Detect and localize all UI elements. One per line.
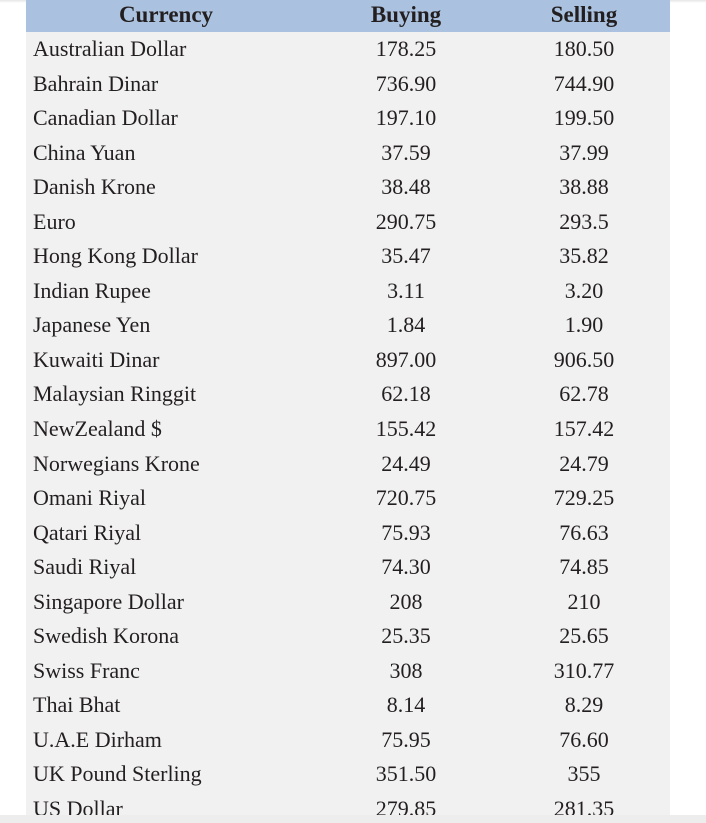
selling-rate: 62.78 [559, 381, 609, 407]
table-row: US Dollar 279.85 281.35 [26, 792, 670, 815]
currency-name: Canadian Dollar [33, 105, 178, 131]
buying-rate: 279.85 [375, 796, 437, 815]
selling-rate: 38.88 [559, 174, 609, 200]
currency-rates-table: Currency Buying Selling Australian Dolla… [26, 0, 670, 815]
selling-rate: 293.5 [559, 208, 609, 234]
selling-rate: 310.77 [553, 657, 615, 683]
table-row: UK Pound Sterling 351.50 355 [26, 757, 670, 792]
selling-rate: 281.35 [553, 796, 615, 815]
currency-name: Hong Kong Dollar [33, 243, 198, 269]
currency-name: Thai Bhat [33, 692, 121, 718]
buying-rate: 720.75 [375, 485, 437, 511]
currency-name: Euro [33, 208, 76, 234]
buying-rate: 351.50 [375, 761, 437, 787]
selling-rate: 35.82 [559, 243, 609, 269]
table-row: Swedish Korona 25.35 25.65 [26, 619, 670, 654]
table-row: Australian Dollar 178.25 180.50 [26, 32, 670, 67]
table-header: Currency Buying Selling [26, 0, 670, 32]
table-row: Euro 290.75 293.5 [26, 205, 670, 240]
currency-name: Qatari Riyal [33, 519, 142, 545]
selling-rate: 157.42 [553, 416, 615, 442]
currency-name: Malaysian Ringgit [33, 381, 197, 407]
buying-rate: 8.14 [386, 692, 426, 718]
currency-name: Australian Dollar [33, 36, 187, 61]
selling-rate: 74.85 [559, 554, 609, 580]
buying-rate: 736.90 [375, 70, 437, 96]
buying-rate: 25.35 [381, 623, 431, 649]
selling-rate: 210 [567, 588, 601, 614]
currency-name: Norwegians Krone [33, 450, 200, 476]
selling-rate: 355 [567, 761, 601, 787]
table-row: Danish Krone 38.48 38.88 [26, 170, 670, 205]
selling-rate: 24.79 [559, 450, 609, 476]
table-row: Saudi Riyal 74.30 74.85 [26, 550, 670, 585]
buying-rate: 290.75 [375, 208, 437, 234]
buying-rate: 308 [389, 657, 423, 683]
currency-name: Indian Rupee [33, 277, 151, 303]
table-row: Canadian Dollar 197.10 199.50 [26, 101, 670, 136]
currency-name: Swiss Franc [33, 657, 140, 683]
selling-rate: 744.90 [553, 70, 615, 96]
buying-rate: 75.93 [381, 519, 431, 545]
buying-rate: 35.47 [381, 243, 431, 269]
currency-name: Danish Krone [33, 174, 156, 200]
selling-rate: 76.60 [559, 726, 609, 752]
table-row: Hong Kong Dollar 35.47 35.82 [26, 239, 670, 274]
buying-rate: 24.49 [381, 450, 431, 476]
table-row: NewZealand $ 155.42 157.42 [26, 412, 670, 447]
table-row: Kuwaiti Dinar 897.00 906.50 [26, 343, 670, 378]
table-row: Bahrain Dinar 736.90 744.90 [26, 67, 670, 102]
selling-rate: 729.25 [553, 485, 615, 511]
currency-name: Swedish Korona [33, 623, 180, 649]
buying-rate: 155.42 [375, 416, 437, 442]
header-buying: Buying [370, 2, 442, 27]
header-currency: Currency [118, 2, 214, 27]
table-row: Omani Riyal 720.75 729.25 [26, 481, 670, 516]
table-row: Singapore Dollar 208 210 [26, 585, 670, 620]
table-row: Thai Bhat 8.14 8.29 [26, 688, 670, 723]
table-row: Malaysian Ringgit 62.18 62.78 [26, 377, 670, 412]
table-row: Norwegians Krone 24.49 24.79 [26, 447, 670, 482]
buying-rate: 197.10 [375, 105, 437, 131]
buying-rate: 3.11 [387, 277, 425, 303]
currency-name: Japanese Yen [33, 312, 151, 338]
currency-name: Omani Riyal [33, 485, 147, 511]
currency-name: US Dollar [33, 796, 123, 815]
buying-rate: 1.84 [386, 312, 426, 338]
currency-name: Kuwaiti Dinar [33, 346, 160, 372]
buying-rate: 38.48 [381, 174, 431, 200]
table-row: Qatari Riyal 75.93 76.63 [26, 516, 670, 551]
buying-rate: 62.18 [381, 381, 431, 407]
selling-rate: 906.50 [553, 346, 615, 372]
buying-rate: 74.30 [381, 554, 431, 580]
bottom-bar [0, 815, 706, 823]
currency-name: Saudi Riyal [33, 554, 137, 580]
selling-rate: 1.90 [564, 312, 604, 338]
table-row: China Yuan 37.59 37.99 [26, 136, 670, 171]
table-row: Japanese Yen 1.84 1.90 [26, 308, 670, 343]
buying-rate: 178.25 [375, 36, 437, 61]
selling-rate: 3.20 [564, 277, 604, 303]
table-row: Indian Rupee 3.11 3.20 [26, 274, 670, 309]
selling-rate: 25.65 [559, 623, 609, 649]
currency-name: NewZealand $ [33, 416, 162, 442]
currency-name: Bahrain Dinar [33, 70, 159, 96]
buying-rate: 37.59 [381, 139, 431, 165]
selling-rate: 199.50 [553, 105, 615, 131]
currency-name: UK Pound Sterling [33, 761, 202, 787]
selling-rate: 8.29 [564, 692, 604, 718]
currency-name: U.A.E Dirham [33, 726, 162, 752]
currency-name: Singapore Dollar [33, 588, 184, 614]
header-selling: Selling [550, 2, 618, 27]
buying-rate: 75.95 [381, 726, 431, 752]
selling-rate: 76.63 [559, 519, 609, 545]
selling-rate: 37.99 [559, 139, 609, 165]
buying-rate: 897.00 [375, 346, 437, 372]
selling-rate: 180.50 [553, 36, 615, 61]
currency-name: China Yuan [33, 139, 136, 165]
table-body: Australian Dollar 178.25 180.50 Bahrain Din… [26, 32, 670, 815]
table-row: U.A.E Dirham 75.95 76.60 [26, 723, 670, 758]
table-row: Swiss Franc 308 310.77 [26, 654, 670, 689]
buying-rate: 208 [389, 588, 423, 614]
